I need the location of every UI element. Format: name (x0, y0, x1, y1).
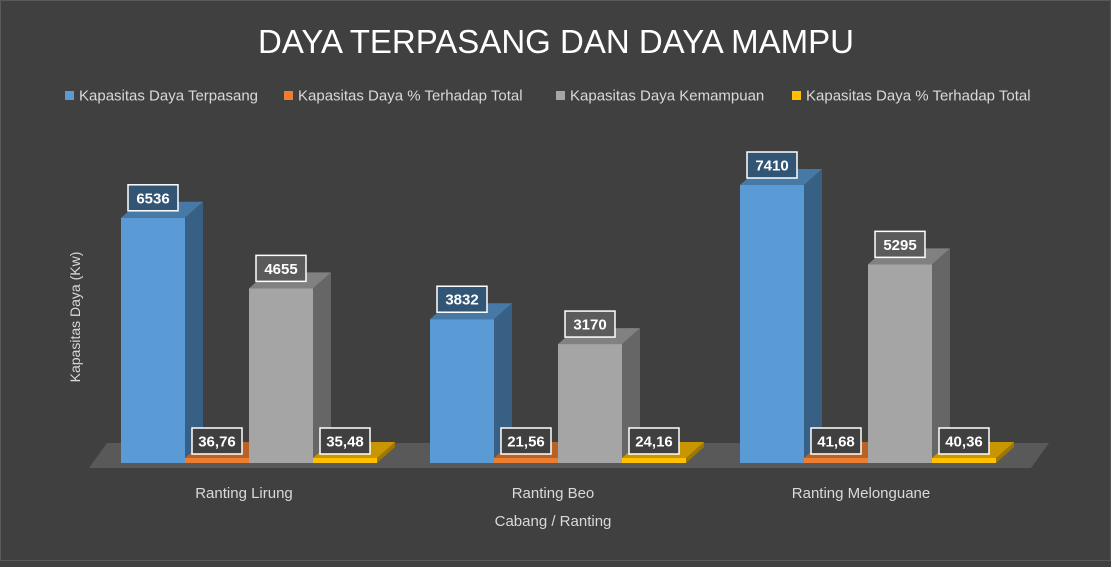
bar-front (558, 344, 622, 463)
bar-front (932, 458, 996, 463)
data-label-text: 24,16 (635, 434, 673, 451)
legend-swatch-2 (284, 91, 293, 100)
data-label-box (874, 230, 926, 259)
y-axis-title: Kapasitas Daya (Kw) (67, 252, 83, 383)
bar-ranting-beo-series-3 (558, 328, 640, 463)
legend-swatch-4 (792, 91, 801, 100)
bar-front (740, 185, 804, 463)
data-label-ranting-melonguane-series-2: 41,68 (810, 427, 862, 455)
bar-side (686, 442, 704, 463)
bar-ranting-lirung-series-3 (249, 272, 331, 463)
data-label-ranting-lirung-series-2: 36,76 (191, 427, 243, 455)
data-label-box (436, 285, 488, 313)
legend: Kapasitas Daya Terpasang Kapasitas Daya %… (65, 88, 1031, 105)
bar-front (868, 264, 932, 463)
bar-front (121, 217, 185, 463)
data-label-text: 7410 (755, 158, 788, 175)
data-label-ranting-lirung-series-4: 35,48 (319, 427, 371, 455)
data-label-box (810, 427, 862, 455)
bar-side (996, 442, 1014, 463)
bar-ranting-beo-series-1 (430, 303, 512, 463)
data-label-text: 5295 (883, 237, 916, 254)
bar-front (185, 458, 249, 463)
data-label-text: 3832 (445, 292, 478, 309)
data-label-box (500, 427, 552, 455)
bar-front (804, 458, 868, 463)
x-tick-label-ranting-lirung: Ranting Lirung (195, 485, 293, 502)
data-label-ranting-melonguane-series-1: 7410 (746, 151, 798, 179)
bar-ranting-melonguane-series-3 (868, 248, 950, 463)
bar-side (185, 201, 203, 464)
data-label-text: 6536 (136, 190, 169, 207)
legend-label-2: Kapasitas Daya % Terhadap Total (298, 88, 523, 105)
bar-side (377, 442, 395, 463)
data-label-text: 35,48 (326, 434, 364, 451)
data-label-box (191, 427, 243, 455)
x-tick-label-ranting-beo: Ranting Beo (512, 485, 595, 502)
legend-label-1: Kapasitas Daya Terpasang (79, 88, 258, 105)
bar-ranting-lirung-series-1 (121, 201, 203, 464)
data-label-ranting-lirung-series-3: 4655 (255, 254, 307, 283)
data-label-ranting-beo-series-2: 21,56 (500, 427, 552, 455)
bars: 6536 3832 7410 36,76 21,56 41,68 4655 3170 5295 3… (121, 151, 1014, 464)
bar-side (932, 248, 950, 463)
data-label-ranting-beo-series-4: 24,16 (628, 427, 680, 455)
data-label-text: 41,68 (817, 434, 855, 451)
bar-side (494, 303, 512, 463)
data-label-ranting-melonguane-series-3: 5295 (874, 230, 926, 259)
legend-swatch-1 (65, 91, 74, 100)
bar-front (249, 288, 313, 463)
bar-front (313, 458, 377, 463)
bar-side (804, 169, 822, 463)
data-label-box (319, 427, 371, 455)
data-label-text: 4655 (264, 261, 297, 278)
x-tick-labels: Ranting Lirung Ranting Beo Ranting Melongu… (195, 485, 930, 502)
bar-front (622, 458, 686, 463)
data-label-text: 40,36 (945, 434, 983, 451)
data-label-ranting-beo-series-1: 3832 (436, 285, 488, 313)
chart-title: DAYA TERPASANG DAN DAYA MAMPU (258, 23, 854, 60)
data-label-text: 36,76 (198, 434, 236, 451)
legend-swatch-3 (556, 91, 565, 100)
bar-ranting-melonguane-series-1 (740, 169, 822, 463)
legend-label-3: Kapasitas Daya Kemampuan (570, 88, 764, 105)
data-label-ranting-lirung-series-1: 6536 (127, 184, 179, 212)
data-label-box (746, 151, 798, 179)
data-label-box (127, 184, 179, 212)
data-label-box (938, 427, 990, 455)
x-tick-label-ranting-melonguane: Ranting Melonguane (792, 485, 930, 502)
data-label-text: 3170 (573, 317, 606, 334)
x-axis-title: Cabang / Ranting (495, 513, 612, 530)
data-label-box (255, 254, 307, 283)
bar-side (313, 272, 331, 463)
bar-front (430, 319, 494, 463)
data-label-box (564, 310, 616, 338)
data-label-ranting-melonguane-series-4: 40,36 (938, 427, 990, 455)
data-label-box (628, 427, 680, 455)
data-label-text: 21,56 (507, 434, 545, 451)
bar-front (494, 458, 558, 463)
legend-label-4: Kapasitas Daya % Terhadap Total (806, 88, 1031, 105)
data-label-ranting-beo-series-3: 3170 (564, 310, 616, 338)
